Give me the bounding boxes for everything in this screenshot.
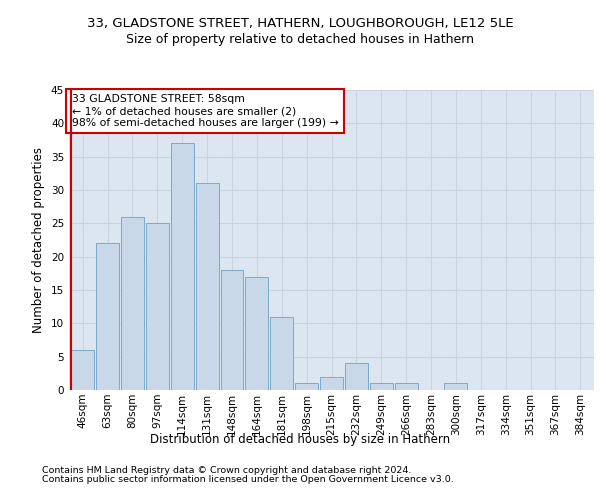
Bar <box>71 350 94 390</box>
Text: Contains public sector information licensed under the Open Government Licence v3: Contains public sector information licen… <box>42 475 454 484</box>
Bar <box>96 244 119 390</box>
Bar <box>171 144 194 390</box>
Bar <box>221 270 244 390</box>
Y-axis label: Number of detached properties: Number of detached properties <box>32 147 46 333</box>
Bar <box>270 316 293 390</box>
Bar <box>295 384 318 390</box>
Bar <box>370 384 393 390</box>
Text: 33 GLADSTONE STREET: 58sqm
← 1% of detached houses are smaller (2)
98% of semi-d: 33 GLADSTONE STREET: 58sqm ← 1% of detac… <box>71 94 338 128</box>
Bar <box>146 224 169 390</box>
Text: Size of property relative to detached houses in Hathern: Size of property relative to detached ho… <box>126 32 474 46</box>
Text: Distribution of detached houses by size in Hathern: Distribution of detached houses by size … <box>150 432 450 446</box>
Bar <box>445 384 467 390</box>
Bar <box>245 276 268 390</box>
Bar <box>121 216 144 390</box>
Text: 33, GLADSTONE STREET, HATHERN, LOUGHBOROUGH, LE12 5LE: 33, GLADSTONE STREET, HATHERN, LOUGHBORO… <box>86 18 514 30</box>
Text: Contains HM Land Registry data © Crown copyright and database right 2024.: Contains HM Land Registry data © Crown c… <box>42 466 412 475</box>
Bar <box>345 364 368 390</box>
Bar <box>196 184 218 390</box>
Bar <box>395 384 418 390</box>
Bar <box>320 376 343 390</box>
